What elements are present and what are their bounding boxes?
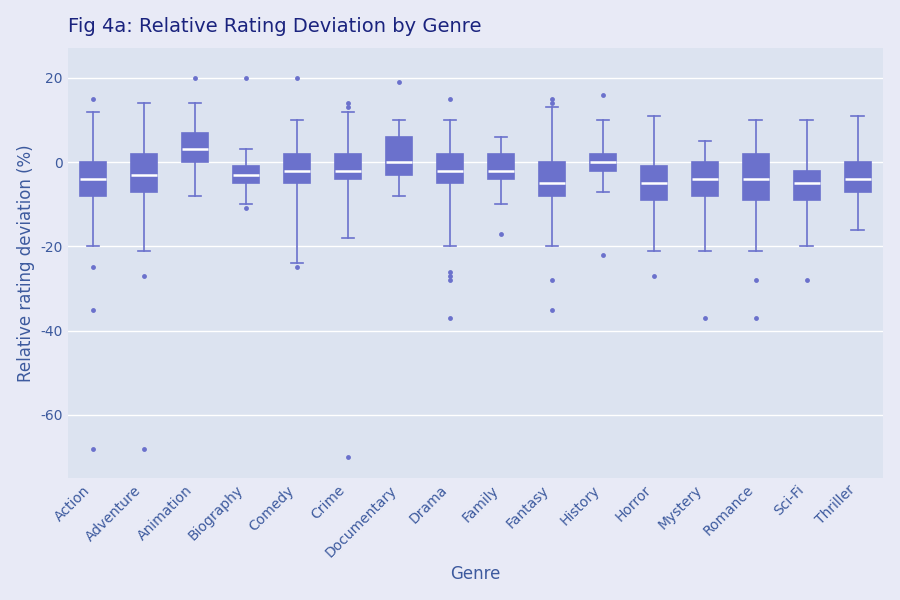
PathPatch shape: [336, 154, 361, 179]
PathPatch shape: [80, 162, 106, 196]
PathPatch shape: [284, 154, 310, 183]
PathPatch shape: [183, 133, 208, 162]
PathPatch shape: [488, 154, 514, 179]
X-axis label: Genre: Genre: [450, 565, 500, 583]
PathPatch shape: [233, 166, 259, 183]
PathPatch shape: [692, 162, 717, 196]
PathPatch shape: [437, 154, 463, 183]
PathPatch shape: [386, 137, 411, 175]
Y-axis label: Relative rating deviation (%): Relative rating deviation (%): [17, 145, 35, 382]
PathPatch shape: [641, 166, 667, 200]
PathPatch shape: [131, 154, 157, 191]
PathPatch shape: [743, 154, 769, 200]
PathPatch shape: [539, 162, 564, 196]
PathPatch shape: [794, 170, 820, 200]
PathPatch shape: [590, 154, 616, 170]
PathPatch shape: [845, 162, 870, 191]
Text: Fig 4a: Relative Rating Deviation by Genre: Fig 4a: Relative Rating Deviation by Gen…: [68, 17, 482, 35]
